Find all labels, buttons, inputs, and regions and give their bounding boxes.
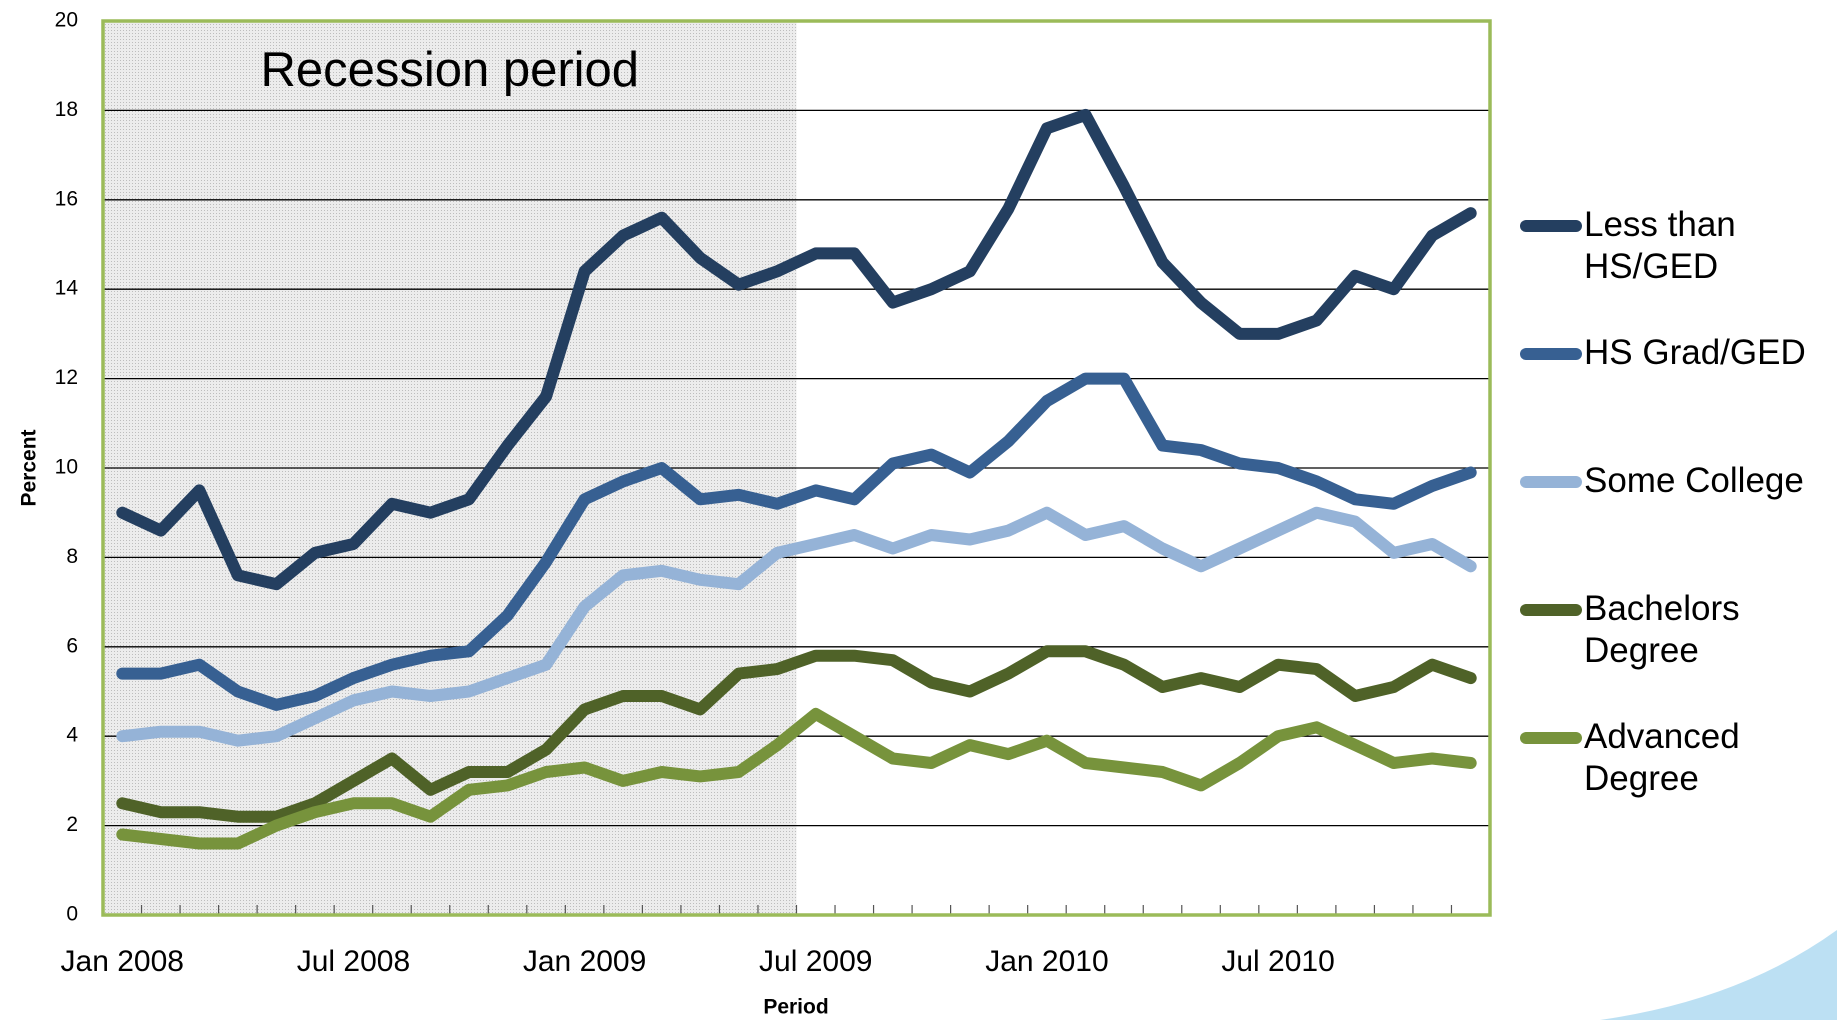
series-line (116, 506, 1477, 747)
x-tick-label: Jul 2009 (759, 945, 872, 978)
legend: Less than HS/GED HS Grad/GED Some College B… (1520, 0, 1837, 1020)
x-tick-label: Jan 2010 (985, 945, 1108, 978)
x-tick-label: Jul 2008 (297, 945, 410, 978)
series-line (116, 108, 1477, 591)
legend-swatch (1520, 348, 1582, 360)
legend-swatch (1520, 732, 1582, 744)
y-tick-label: 16 (55, 187, 78, 210)
series-line (116, 645, 1477, 823)
y-tick-label: 18 (55, 98, 78, 121)
legend-swatch (1520, 220, 1582, 232)
legend-swatch (1520, 476, 1582, 488)
y-tick-label: 0 (66, 903, 78, 926)
legend-label: Advanced Degree (1584, 717, 1740, 798)
x-tick-label: Jul 2010 (1221, 945, 1334, 978)
legend-label: Bachelors Degree (1584, 589, 1740, 670)
legend-label: Some College (1584, 461, 1804, 500)
series-line (116, 707, 1477, 850)
y-tick-label: 14 (55, 277, 79, 300)
y-tick-label: 4 (66, 724, 78, 747)
x-tick-label: Jan 2008 (61, 945, 184, 978)
legend-label: Less than HS/GED (1584, 205, 1736, 286)
y-tick-label: 8 (66, 545, 78, 568)
y-tick-label: 2 (66, 813, 78, 836)
y-tick-label: 10 (55, 456, 78, 479)
plot-border (101, 19, 1492, 917)
decoration (1600, 930, 1837, 1020)
series-line (116, 372, 1477, 711)
y-axis-title: Percent (18, 429, 41, 506)
y-tick-label: 12 (55, 366, 78, 389)
x-axis-title: Period (763, 996, 828, 1019)
legend-label: HS Grad/GED (1584, 333, 1806, 372)
x-tick-label: Jan 2009 (523, 945, 646, 978)
annotation-text: Recession period (260, 43, 639, 97)
y-tick-label: 20 (55, 9, 78, 32)
legend-swatch (1520, 604, 1582, 616)
y-tick-label: 6 (66, 634, 78, 657)
